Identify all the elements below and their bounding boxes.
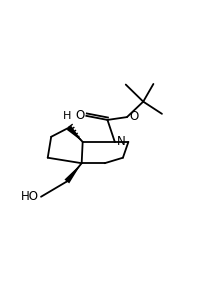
Polygon shape xyxy=(67,125,83,142)
Text: HO: HO xyxy=(21,190,39,203)
Text: O: O xyxy=(129,110,138,123)
Text: H: H xyxy=(63,111,72,121)
Text: O: O xyxy=(75,109,85,122)
Text: N: N xyxy=(117,135,126,148)
Polygon shape xyxy=(64,163,82,183)
